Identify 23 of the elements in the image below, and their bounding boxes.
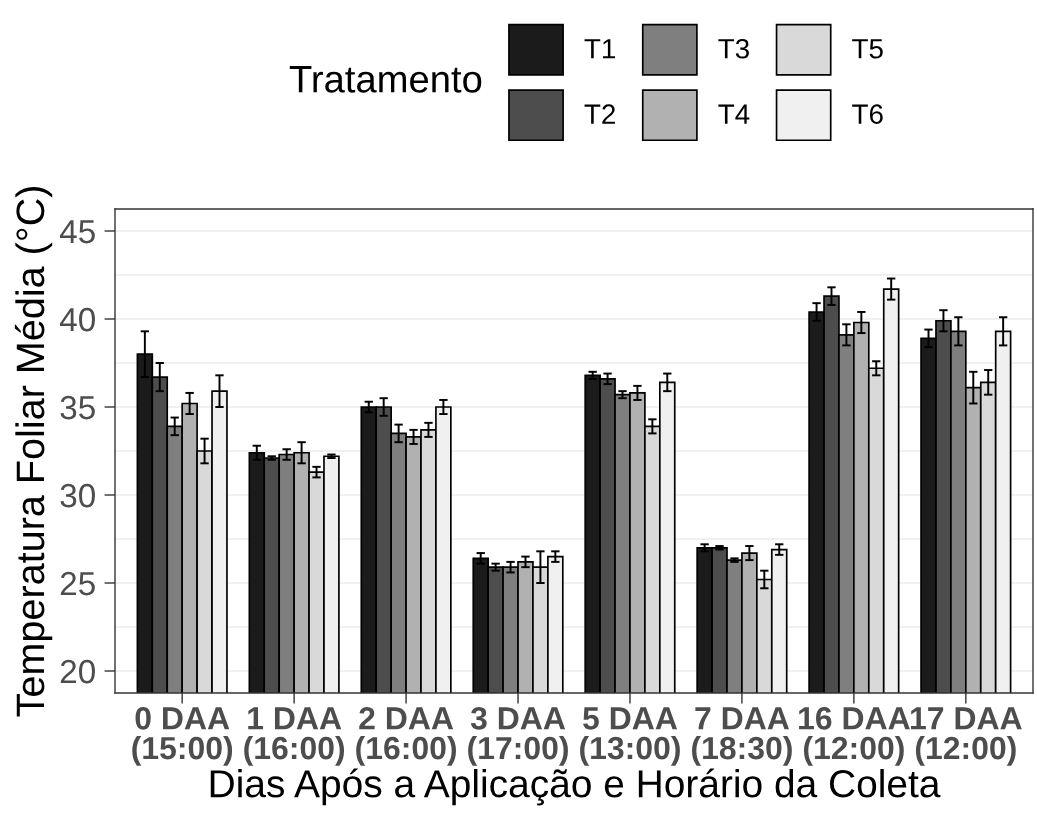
y-tick-label: 30 xyxy=(60,483,95,508)
x-tick-label: 3 DAA (17:00) xyxy=(468,707,568,766)
x-tick-label: 2 DAA (16:00) xyxy=(356,707,456,766)
legend-label: T5 xyxy=(852,39,883,59)
legend-label: T2 xyxy=(584,104,615,124)
legend-label: T4 xyxy=(718,104,750,124)
y-tick-label: 25 xyxy=(60,571,95,596)
legend-label: T1 xyxy=(584,39,615,59)
y-tick-label: 35 xyxy=(60,395,95,420)
legend-label: T3 xyxy=(718,38,749,59)
y-tick-label: 40 xyxy=(59,307,95,332)
y-tick-label: 45 xyxy=(59,220,95,244)
x-tick-label: 17 DAA (12:00) xyxy=(911,707,1022,766)
y-tick-label: 20 xyxy=(60,659,95,684)
legend-title: Tratamento xyxy=(289,66,482,93)
x-tick-label: 16 DAA (12:00) xyxy=(799,707,910,766)
x-tick-label: 5 DAA (13:00) xyxy=(580,707,680,766)
x-tick-label: 0 DAA (15:00) xyxy=(132,707,233,766)
y-axis-title: Temperatura Foliar Média (°C) xyxy=(14,187,53,717)
x-tick-label: 7 DAA (18:30) xyxy=(692,707,792,766)
x-tick-label: 1 DAA (16:00) xyxy=(244,707,345,766)
legend-label: T6 xyxy=(852,104,883,124)
x-axis-title: Dias Após a Aplicação e Horário da Coleta xyxy=(210,768,941,806)
